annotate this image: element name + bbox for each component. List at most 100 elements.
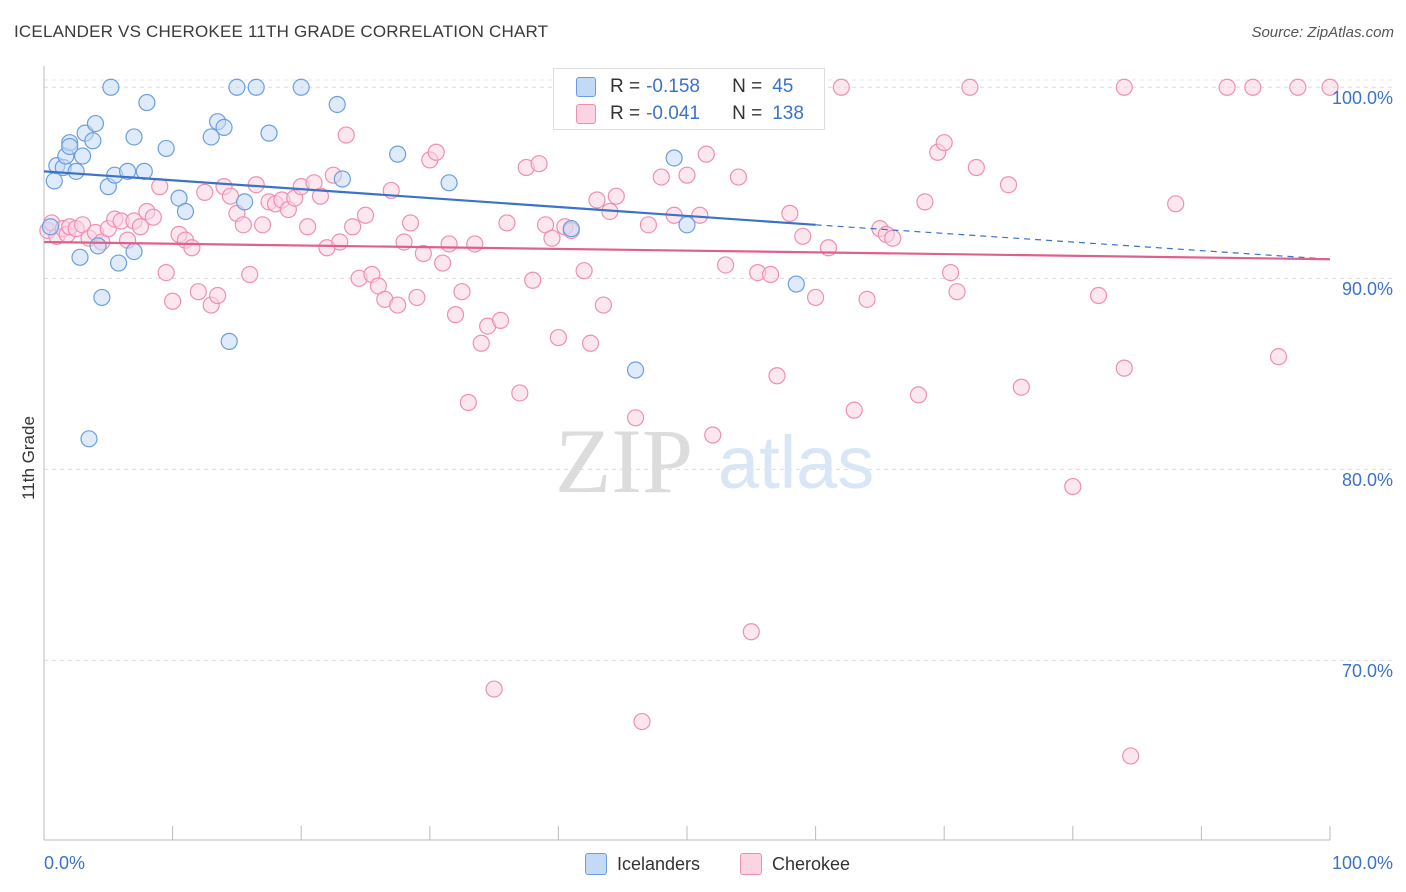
cherokee-point-51 (356, 206, 375, 224)
cherokee-legend-label: Cherokee (772, 853, 851, 874)
cherokee-point-35 (254, 216, 272, 234)
cherokee-point-105 (768, 367, 786, 385)
n-value-icelanders: 45 (772, 76, 794, 97)
cherokee-point-49 (344, 218, 362, 236)
cherokee-point-129 (1115, 359, 1133, 377)
y-tick-label-70: 70.0% (1342, 661, 1393, 681)
icelander-point-36 (292, 78, 310, 96)
cherokee-point-65 (446, 306, 465, 324)
icelander-point-25 (157, 139, 175, 158)
icelanders-trend-line (43, 170, 816, 226)
cherokee-point-33 (241, 265, 259, 284)
cherokee-point-64 (440, 235, 458, 253)
cherokee-point-91 (633, 712, 651, 731)
icelander-point-22 (125, 128, 143, 146)
cherokee-point-63 (434, 254, 452, 272)
cherokee-point-111 (845, 401, 863, 419)
icelander-point-12 (84, 132, 102, 150)
cherokee-point-122 (961, 78, 979, 96)
cherokee-point-76 (524, 271, 542, 289)
legend-row-cherokee: R = -0.041 N = 138 (576, 102, 804, 126)
chart-source: Source: ZipAtlas.com (1251, 24, 1394, 41)
cherokee-point-92 (639, 216, 658, 234)
bottom-legend-cherokee: Cherokee (740, 851, 850, 877)
cherokee-point-44 (311, 187, 330, 205)
cherokee-point-72 (491, 311, 510, 329)
cherokee-point-133 (1244, 78, 1262, 96)
icelander-points (41, 78, 805, 448)
icelander-point-32 (228, 78, 246, 96)
icelander-point-15 (93, 288, 111, 307)
icelander-point-31 (220, 332, 238, 350)
cherokee-point-115 (884, 229, 902, 247)
cherokee-point-98 (697, 145, 715, 163)
x-tick-label-min: 0.0% (44, 853, 85, 873)
cherokee-point-18 (144, 208, 162, 226)
cherokee-point-119 (935, 134, 953, 152)
trend-layer (43, 170, 1331, 261)
y-tick-label-100: 100.0% (1332, 88, 1393, 108)
grid-layer (44, 79, 1392, 661)
cherokee-point-85 (588, 191, 606, 209)
icelander-point-37 (328, 95, 346, 114)
cherokee-point-16 (131, 218, 150, 236)
cherokee-point-88 (607, 187, 625, 205)
cherokee-point-136 (1321, 78, 1339, 96)
cherokee-point-67 (459, 393, 477, 412)
cherokee-point-58 (401, 214, 420, 232)
cherokee-point-128 (1115, 78, 1133, 96)
cherokee-point-71 (485, 680, 503, 698)
chart-title: ICELANDER VS CHEROKEE 11TH GRADE CORRELA… (14, 22, 549, 41)
cherokee-point-21 (164, 292, 182, 310)
icelander-point-19 (109, 254, 128, 272)
icelander-point-21 (125, 242, 143, 261)
bottom-legend-icelanders: Icelanders (585, 851, 700, 877)
cherokee-point-125 (1012, 378, 1030, 396)
cherokee-point-100 (716, 256, 735, 274)
y-tick-label-90: 90.0% (1342, 279, 1393, 299)
cherokee-point-106 (781, 204, 799, 222)
icelander-point-33 (236, 193, 254, 211)
n-value-cherokee: 138 (772, 103, 804, 124)
cherokee-point-130 (1122, 747, 1140, 765)
cherokee-point-107 (794, 227, 812, 245)
icelander-point-6 (61, 137, 79, 156)
cherokee-point-74 (511, 384, 529, 402)
icelander-point-27 (176, 202, 195, 221)
n-label: N = (732, 103, 763, 124)
y-axis-label: 11th Grade (19, 416, 38, 500)
cherokee-point-93 (652, 168, 670, 186)
cherokee-point-102 (742, 623, 760, 641)
cherokee-point-25 (189, 283, 207, 301)
r-label: R = (610, 103, 641, 124)
cherokee-point-77 (530, 155, 548, 173)
icelander-point-44 (678, 216, 696, 234)
cherokee-point-60 (414, 244, 432, 263)
cherokee-point-126 (1064, 477, 1082, 496)
cherokee-swatch-icon (576, 104, 596, 124)
icelander-point-41 (562, 220, 580, 238)
cherokee-point-127 (1089, 286, 1108, 305)
cherokee-point-66 (453, 283, 471, 301)
cherokee-point-47 (331, 233, 349, 251)
icelander-point-13 (86, 114, 105, 133)
cherokee-point-124 (999, 176, 1018, 194)
icelander-point-24 (138, 93, 156, 112)
cherokee-point-131 (1167, 195, 1185, 213)
icelander-point-42 (626, 361, 645, 379)
r-label: R = (610, 76, 641, 97)
cherokee-point-28 (209, 286, 227, 305)
cherokee-point-121 (948, 283, 966, 301)
x-tick-label-max: 100.0% (1332, 853, 1393, 873)
icelander-point-14 (89, 237, 107, 255)
icelander-point-28 (202, 128, 220, 146)
cherokee-point-96 (678, 166, 696, 184)
cherokee-point-132 (1218, 78, 1236, 96)
cherokee-point-20 (157, 263, 175, 282)
icelanders-trend-extension (815, 224, 1331, 260)
cherokee-point-83 (575, 262, 593, 280)
cherokee-point-48 (337, 126, 355, 144)
y-tick-label-80: 80.0% (1342, 470, 1393, 490)
r-value-icelanders: -0.158 (646, 76, 700, 97)
